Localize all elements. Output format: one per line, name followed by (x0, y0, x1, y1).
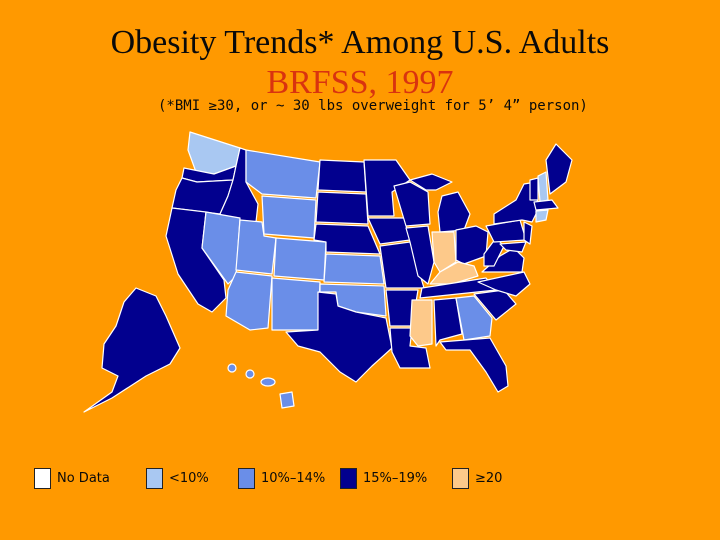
state-new-hampshire (537, 171, 549, 203)
state-mississippi (409, 299, 433, 347)
state-alabama (433, 297, 463, 347)
state-hawaii-big-island (279, 391, 295, 409)
state-north-dakota (317, 159, 367, 193)
state-maryland (499, 241, 527, 253)
state-illinois (405, 225, 435, 285)
state-north-carolina (477, 271, 531, 297)
bmi-footnote: (*BMI ≥30, or ~ 30 lbs overweight for 5’… (158, 98, 588, 114)
state-nebraska (313, 223, 381, 255)
state-arizona (225, 271, 273, 331)
state-michigan-upper (409, 173, 453, 191)
state-wyoming (261, 195, 317, 239)
state-georgia (455, 295, 493, 341)
legend-item-10-14: 10%–14% (238, 467, 332, 489)
state-south-dakota (315, 191, 369, 225)
legend-item-15-19: 15%–19% (340, 467, 444, 489)
legend-swatch (34, 467, 51, 489)
state-texas (285, 291, 393, 383)
state-massachusetts (533, 199, 559, 211)
legend-swatch (452, 467, 469, 489)
state-hawaii-oahu (245, 369, 255, 379)
state-kansas (323, 253, 385, 285)
legend-swatch (146, 467, 163, 489)
legend-item-ge20: ≥20 (452, 467, 522, 489)
state-minnesota (363, 159, 411, 217)
state-hawaii-maui (260, 377, 276, 387)
legend-label: No Data (57, 470, 110, 486)
state-florida (439, 337, 509, 393)
state-alaska (83, 287, 181, 413)
legend: No Data <10% 10%–14% 15%–19% ≥20 (34, 465, 530, 491)
state-michigan-lower (437, 191, 471, 233)
legend-label: 15%–19% (363, 470, 428, 486)
state-pennsylvania (485, 219, 527, 243)
legend-label: ≥20 (475, 470, 503, 486)
state-colorado (273, 237, 327, 281)
legend-item-lt10: <10% (146, 467, 230, 489)
state-wisconsin (393, 181, 431, 227)
legend-label: 10%–14% (261, 470, 326, 486)
state-vermont (529, 177, 539, 201)
map-subtitle: BRFSS, 1997 (266, 64, 454, 101)
state-hawaii-kauai (227, 363, 237, 373)
state-montana (245, 149, 321, 199)
state-new-mexico (271, 277, 321, 331)
state-south-carolina (473, 289, 517, 321)
state-maine (545, 143, 573, 195)
legend-item-no-data: No Data (34, 467, 138, 489)
map-title: Obesity Trends* Among U.S. Adults (110, 24, 610, 61)
state-connecticut (535, 209, 549, 223)
legend-swatch (238, 467, 255, 489)
state-new-jersey (523, 221, 533, 245)
legend-label: <10% (169, 470, 209, 486)
state-ohio (455, 225, 489, 265)
legend-swatch (340, 467, 357, 489)
